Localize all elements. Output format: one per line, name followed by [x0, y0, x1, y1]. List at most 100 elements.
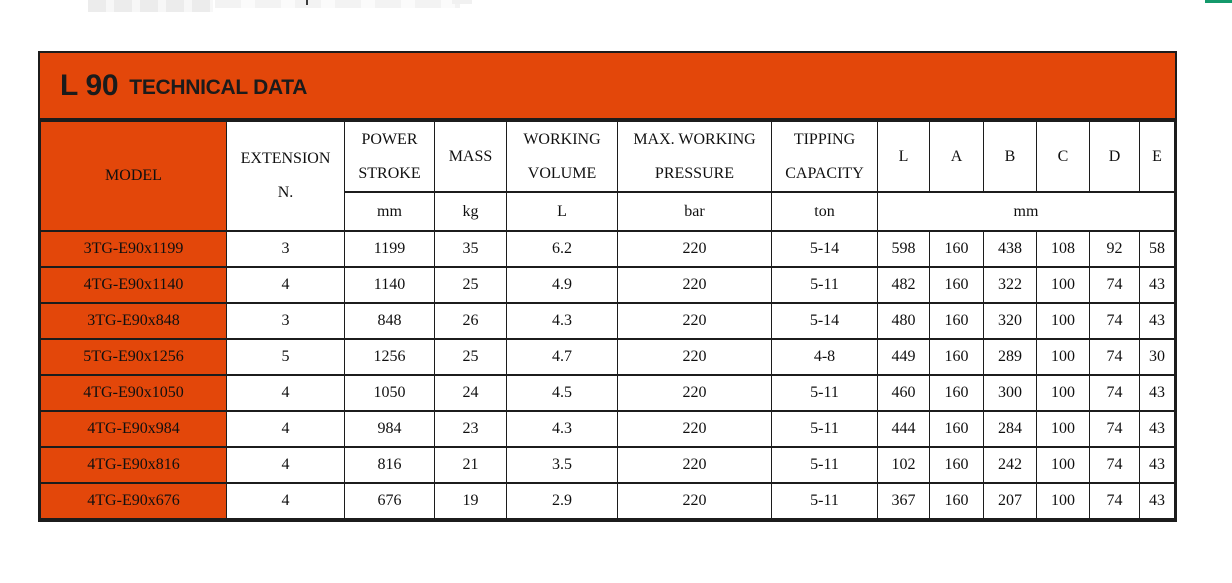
- data-cell: 5: [226, 338, 345, 376]
- data-cell: 74: [1089, 338, 1140, 376]
- data-cell: 598: [877, 230, 930, 268]
- data-cell: 4: [226, 410, 345, 448]
- data-cell: 220: [617, 410, 772, 448]
- data-cell: 160: [929, 302, 984, 340]
- table-row: 3TG-E90x848 3 848 26 4.3 220 5-14 480 160 320 100 7…: [40, 302, 1175, 340]
- data-cell: 160: [929, 446, 984, 484]
- data-cell: 1256: [344, 338, 435, 376]
- column-header-extension: EXTENSION N.: [226, 120, 345, 232]
- data-cell: 100: [1036, 338, 1090, 376]
- table-body: 3TG-E90x1199 3 1199 35 6.2 220 5-14 598 160 438 10…: [40, 230, 1175, 520]
- data-cell: 160: [929, 230, 984, 268]
- data-cell: 26: [434, 302, 507, 340]
- model-cell: 4TG-E90x676: [40, 482, 227, 520]
- data-cell: 6.2: [506, 230, 618, 268]
- data-cell: 25: [434, 266, 507, 304]
- data-cell: 21: [434, 446, 507, 484]
- unit-mass: kg: [434, 191, 507, 232]
- column-header-power-stroke: POWER STROKE: [344, 120, 435, 193]
- table-row: 4TG-E90x1050 4 1050 24 4.5 220 5-11 460 160 300 10…: [40, 374, 1175, 412]
- data-cell: 5-11: [771, 374, 878, 412]
- table-header: MODEL EXTENSION N. POWER STROKE MASS WOR…: [40, 120, 1175, 232]
- data-cell: 460: [877, 374, 930, 412]
- data-cell: 43: [1139, 446, 1175, 484]
- model-cell: 4TG-E90x1140: [40, 266, 227, 304]
- data-cell: 102: [877, 446, 930, 484]
- data-cell: 3.5: [506, 446, 618, 484]
- data-cell: 43: [1139, 302, 1175, 340]
- data-cell: 23: [434, 410, 507, 448]
- data-cell: 160: [929, 374, 984, 412]
- data-cell: 100: [1036, 302, 1090, 340]
- data-cell: 92: [1089, 230, 1140, 268]
- data-cell: 4.3: [506, 302, 618, 340]
- data-cell: 220: [617, 230, 772, 268]
- data-cell: 43: [1139, 482, 1175, 520]
- data-cell: 43: [1139, 266, 1175, 304]
- header-units-row: mm kg L bar ton mm: [41, 191, 1175, 232]
- data-cell: 160: [929, 266, 984, 304]
- table-row: 4TG-E90x1140 4 1140 25 4.9 220 5-11 482 160 322 10…: [40, 266, 1175, 304]
- table-row: 3TG-E90x1199 3 1199 35 6.2 220 5-14 598 160 438 10…: [40, 230, 1175, 268]
- data-cell: 2.9: [506, 482, 618, 520]
- data-cell: 108: [1036, 230, 1090, 268]
- data-cell: 220: [617, 446, 772, 484]
- data-cell: 3: [226, 302, 345, 340]
- data-cell: 74: [1089, 374, 1140, 412]
- unit-power-stroke: mm: [344, 191, 435, 232]
- data-cell: 5-11: [771, 410, 878, 448]
- data-cell: 4: [226, 374, 345, 412]
- data-cell: 43: [1139, 374, 1175, 412]
- data-cell: 74: [1089, 482, 1140, 520]
- data-cell: 100: [1036, 410, 1090, 448]
- unit-max-working-pressure: bar: [617, 191, 772, 232]
- column-header-dim-a: A: [929, 120, 984, 193]
- model-cell: 3TG-E90x1199: [40, 230, 227, 268]
- unit-dimensions: mm: [877, 191, 1175, 232]
- unit-working-volume: L: [506, 191, 618, 232]
- model-cell: 3TG-E90x848: [40, 302, 227, 340]
- column-header-dim-c: C: [1036, 120, 1090, 193]
- data-cell: 482: [877, 266, 930, 304]
- data-cell: 74: [1089, 446, 1140, 484]
- data-cell: 74: [1089, 302, 1140, 340]
- data-cell: 30: [1139, 338, 1175, 376]
- data-cell: 100: [1036, 446, 1090, 484]
- data-cell: 444: [877, 410, 930, 448]
- title-suffix: TECHNICAL DATA: [129, 75, 308, 99]
- data-cell: 367: [877, 482, 930, 520]
- data-cell: 160: [929, 482, 984, 520]
- unit-tipping-capacity: ton: [771, 191, 878, 232]
- data-cell: 24: [434, 374, 507, 412]
- data-cell: 4.7: [506, 338, 618, 376]
- data-cell: 19: [434, 482, 507, 520]
- data-cell: 449: [877, 338, 930, 376]
- cropped-top-artifact: [88, 0, 213, 12]
- column-header-dim-e: E: [1139, 120, 1175, 193]
- data-cell: 4: [226, 266, 345, 304]
- data-cell: 207: [983, 482, 1037, 520]
- column-header-dim-d: D: [1089, 120, 1140, 193]
- data-cell: 300: [983, 374, 1037, 412]
- model-cell: 5TG-E90x1256: [40, 338, 227, 376]
- series-title: L 90: [60, 68, 119, 102]
- column-header-dim-l: L: [877, 120, 930, 193]
- data-cell: 220: [617, 482, 772, 520]
- table-title-band: L 90 TECHNICAL DATA: [40, 53, 1175, 120]
- data-cell: 480: [877, 302, 930, 340]
- data-cell: 816: [344, 446, 435, 484]
- data-cell: 74: [1089, 410, 1140, 448]
- model-cell: 4TG-E90x1050: [40, 374, 227, 412]
- data-cell: 160: [929, 338, 984, 376]
- data-cell: 4.3: [506, 410, 618, 448]
- data-cell: 4-8: [771, 338, 878, 376]
- data-cell: 25: [434, 338, 507, 376]
- data-cell: 43: [1139, 410, 1175, 448]
- data-cell: 322: [983, 266, 1037, 304]
- data-cell: 5-14: [771, 302, 878, 340]
- table-row: 4TG-E90x984 4 984 23 4.3 220 5-11 444 160 284 100 7…: [40, 410, 1175, 448]
- table-row: 4TG-E90x816 4 816 21 3.5 220 5-11 102 160 242 100 7…: [40, 446, 1175, 484]
- data-cell: 100: [1036, 482, 1090, 520]
- table-row: 4TG-E90x676 4 676 19 2.9 220 5-11 367 160 207 100 7…: [40, 482, 1175, 520]
- data-cell: 1140: [344, 266, 435, 304]
